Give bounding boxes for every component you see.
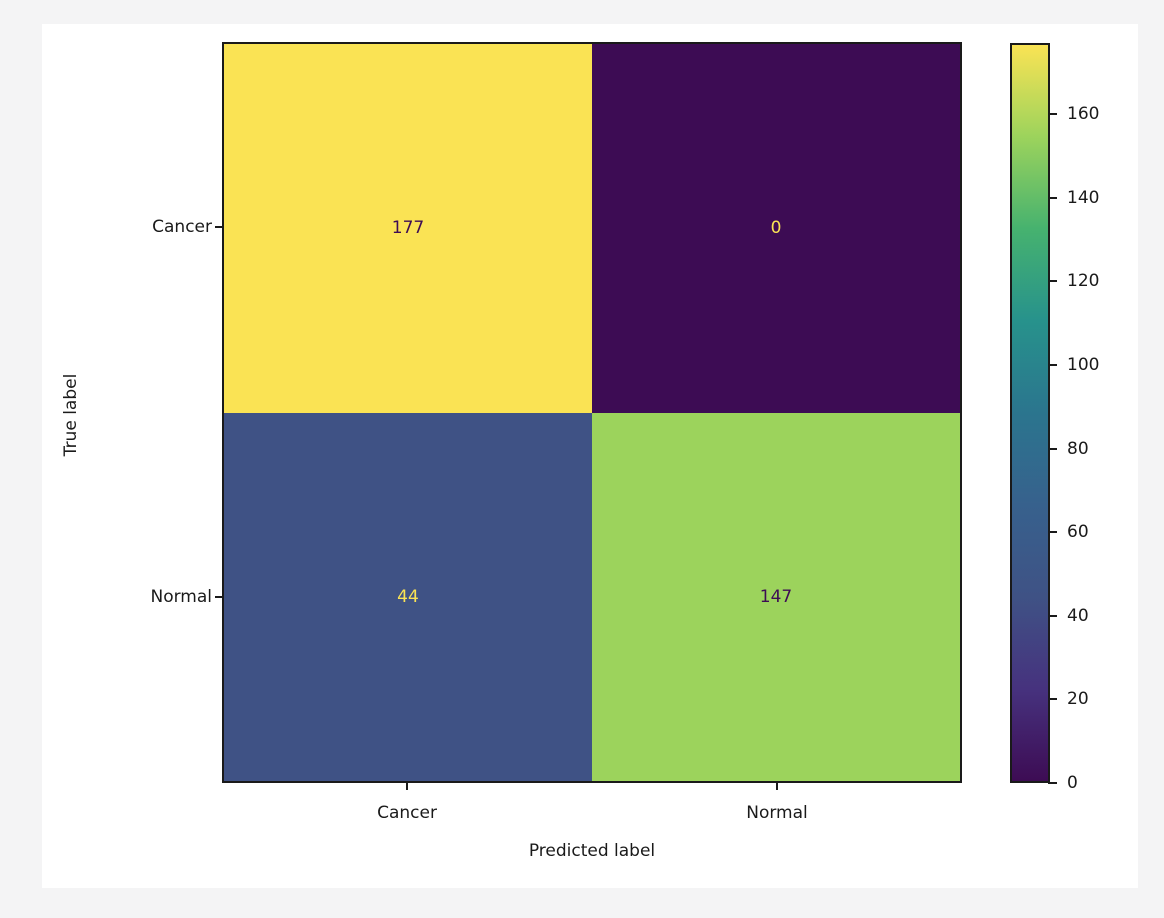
- colorbar-tick-mark-0: [1048, 782, 1057, 784]
- ytick-mark-cancer: [215, 226, 222, 228]
- x-axis-title: Predicted label: [528, 841, 656, 861]
- y-axis-title: True label: [61, 373, 81, 457]
- matrix-cell-true-cancer-pred-normal: 0: [592, 44, 960, 413]
- colorbar-tick-mark-160: [1048, 113, 1057, 116]
- colorbar-tick-label-160: 160: [1067, 104, 1100, 125]
- matrix-cell-true-normal-pred-normal: 147: [592, 412, 960, 781]
- ytick-label-cancer: Cancer: [152, 217, 212, 237]
- colorbar-tick-label-120: 120: [1067, 271, 1100, 292]
- colorbar-tick-label-60: 60: [1067, 522, 1089, 543]
- confusion-matrix-figure: 177 0 44 147 Cancer Normal Cancer Normal…: [42, 24, 1138, 888]
- ytick-mark-normal: [215, 596, 222, 598]
- colorbar-tick-label-100: 100: [1067, 354, 1100, 375]
- xtick-label-normal: Normal: [746, 803, 808, 823]
- heatmap-axes: 177 0 44 147: [222, 42, 962, 783]
- colorbar-tick-label-40: 40: [1067, 605, 1089, 626]
- colorbar-tick-container: 0 20 40 60 80 100 120 140 160: [1048, 43, 1164, 793]
- colorbar-tick-label-0: 0: [1067, 773, 1078, 793]
- matrix-cell-true-cancer-pred-cancer: 177: [224, 44, 592, 413]
- xtick-label-cancer: Cancer: [377, 803, 437, 823]
- colorbar-tick-mark-140: [1048, 196, 1057, 199]
- xtick-mark-cancer: [406, 783, 408, 790]
- colorbar-tick-mark-40: [1048, 614, 1057, 617]
- colorbar-gradient: [1012, 45, 1048, 781]
- colorbar-tick-label-20: 20: [1067, 689, 1089, 710]
- colorbar-tick-mark-20: [1048, 698, 1057, 701]
- colorbar-tick-mark-100: [1048, 363, 1057, 366]
- colorbar: [1010, 43, 1050, 783]
- ytick-label-normal: Normal: [150, 587, 212, 607]
- colorbar-tick-mark-60: [1048, 531, 1057, 534]
- matrix-cell-true-normal-pred-cancer: 44: [224, 412, 592, 781]
- colorbar-tick-mark-80: [1048, 447, 1057, 450]
- colorbar-tick-mark-120: [1048, 280, 1057, 283]
- colorbar-tick-label-80: 80: [1067, 438, 1089, 459]
- colorbar-tick-label-140: 140: [1067, 187, 1100, 208]
- xtick-mark-normal: [776, 783, 778, 790]
